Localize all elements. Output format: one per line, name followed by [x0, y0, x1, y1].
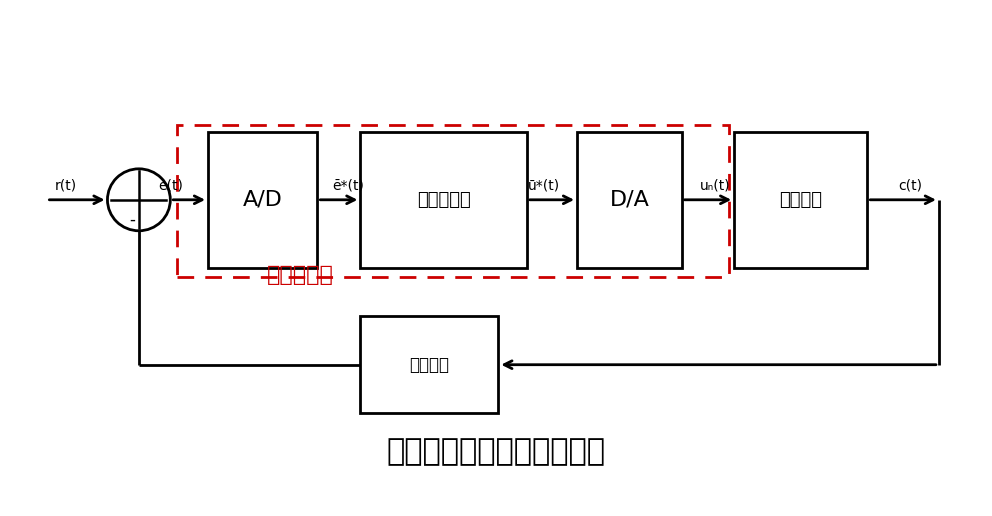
- Text: 被控对象: 被控对象: [780, 191, 822, 209]
- Text: c(t): c(t): [899, 179, 923, 192]
- Text: D/A: D/A: [609, 190, 649, 210]
- Text: ē*(t): ē*(t): [332, 179, 364, 192]
- Text: 数字计算机: 数字计算机: [267, 265, 334, 285]
- Text: -: -: [129, 211, 135, 229]
- Bar: [360, 316, 498, 413]
- Text: 计算机控制系统典型原理图: 计算机控制系统典型原理图: [387, 438, 605, 466]
- Text: r(t): r(t): [55, 179, 76, 192]
- Text: e(t): e(t): [158, 179, 183, 192]
- Bar: [208, 132, 317, 268]
- Text: A/D: A/D: [243, 190, 283, 210]
- Text: 测量元件: 测量元件: [410, 356, 449, 374]
- Text: 数字控制器: 数字控制器: [417, 191, 470, 209]
- Bar: [360, 132, 527, 268]
- Text: ū*(t): ū*(t): [528, 179, 559, 192]
- Bar: [577, 132, 682, 268]
- Text: uₙ(t): uₙ(t): [699, 179, 730, 192]
- Bar: [734, 132, 867, 268]
- Bar: [177, 125, 729, 278]
